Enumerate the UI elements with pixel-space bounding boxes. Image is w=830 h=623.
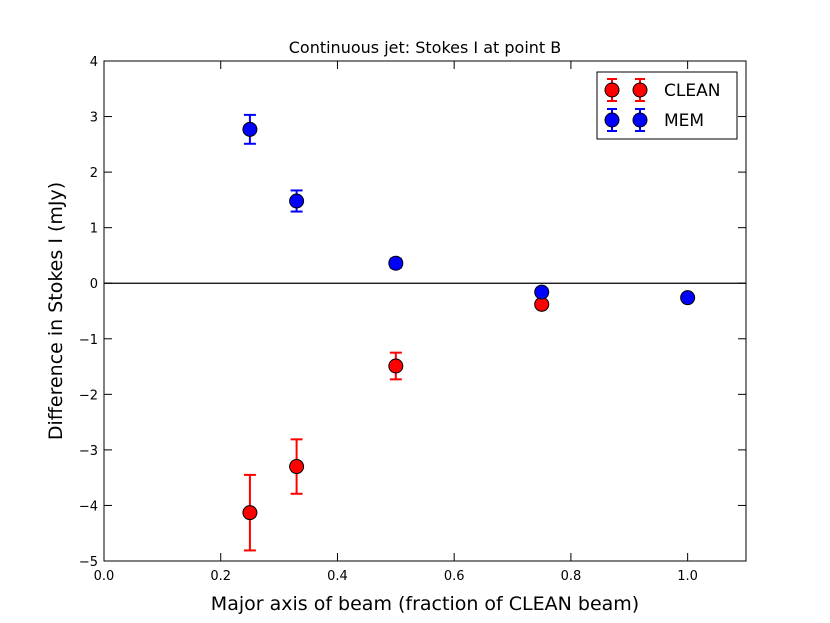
- x-tick-label: 0.6: [444, 569, 465, 584]
- y-tick-label: 0: [90, 277, 98, 292]
- y-tick-label: 2: [90, 166, 98, 181]
- x-tick-label: 0.8: [561, 569, 582, 584]
- y-tick-label: −2: [79, 388, 98, 403]
- legend-label-clean: CLEAN: [664, 81, 720, 101]
- y-tick-label: 3: [90, 111, 98, 126]
- mem-marker: [680, 290, 696, 306]
- plot-area: [104, 113, 746, 552]
- y-tick-label: −3: [79, 444, 98, 459]
- clean-marker: [289, 459, 305, 475]
- x-tick-label: 0.2: [210, 569, 231, 584]
- clean-point: [388, 351, 404, 381]
- y-tick-label: −1: [79, 333, 98, 348]
- x-tick-label: 0.0: [94, 569, 115, 584]
- mem-marker: [289, 193, 305, 209]
- clean-marker: [242, 505, 258, 521]
- clean-marker: [388, 358, 404, 374]
- plot-frame: [103, 60, 747, 562]
- mem-marker: [534, 284, 550, 300]
- mem-marker: [242, 121, 258, 137]
- mem-point: [534, 284, 550, 300]
- y-tick-label: −4: [79, 499, 98, 514]
- mem-marker: [388, 255, 404, 271]
- legend-marker: [632, 82, 648, 98]
- axis-ticks: 0.0 0.2 0.4 0.6 0.8 1.0 −5 −4 −3 −2 −1 0 1 2 3 4: [79, 55, 746, 584]
- legend-label-mem: MEM: [664, 111, 704, 131]
- x-axis-label: Major axis of beam (fraction of CLEAN be…: [211, 593, 639, 615]
- y-axis-label: Difference in Stokes I (mJy): [45, 182, 67, 440]
- y-tick-label: 4: [90, 55, 98, 70]
- x-tick-label: 0.4: [327, 569, 348, 584]
- y-tick-label: −5: [79, 555, 98, 570]
- mem-point: [289, 189, 305, 213]
- clean-point: [534, 296, 550, 312]
- legend: CLEAN MEM: [596, 71, 738, 140]
- clean-point: [289, 438, 305, 495]
- legend-marker: [604, 112, 620, 128]
- y-tick-label: 1: [90, 222, 98, 237]
- chart-title: Continuous jet: Stokes I at point B: [289, 38, 562, 57]
- legend-box: [596, 71, 738, 140]
- mem-point: [388, 255, 404, 271]
- legend-item-clean: CLEAN: [604, 78, 720, 102]
- x-tick-label: 1.0: [677, 569, 698, 584]
- legend-marker: [632, 112, 648, 128]
- mem-point: [680, 290, 696, 306]
- mem-point: [242, 113, 258, 145]
- legend-item-mem: MEM: [604, 108, 704, 132]
- clean-point: [242, 473, 258, 552]
- legend-marker: [604, 82, 620, 98]
